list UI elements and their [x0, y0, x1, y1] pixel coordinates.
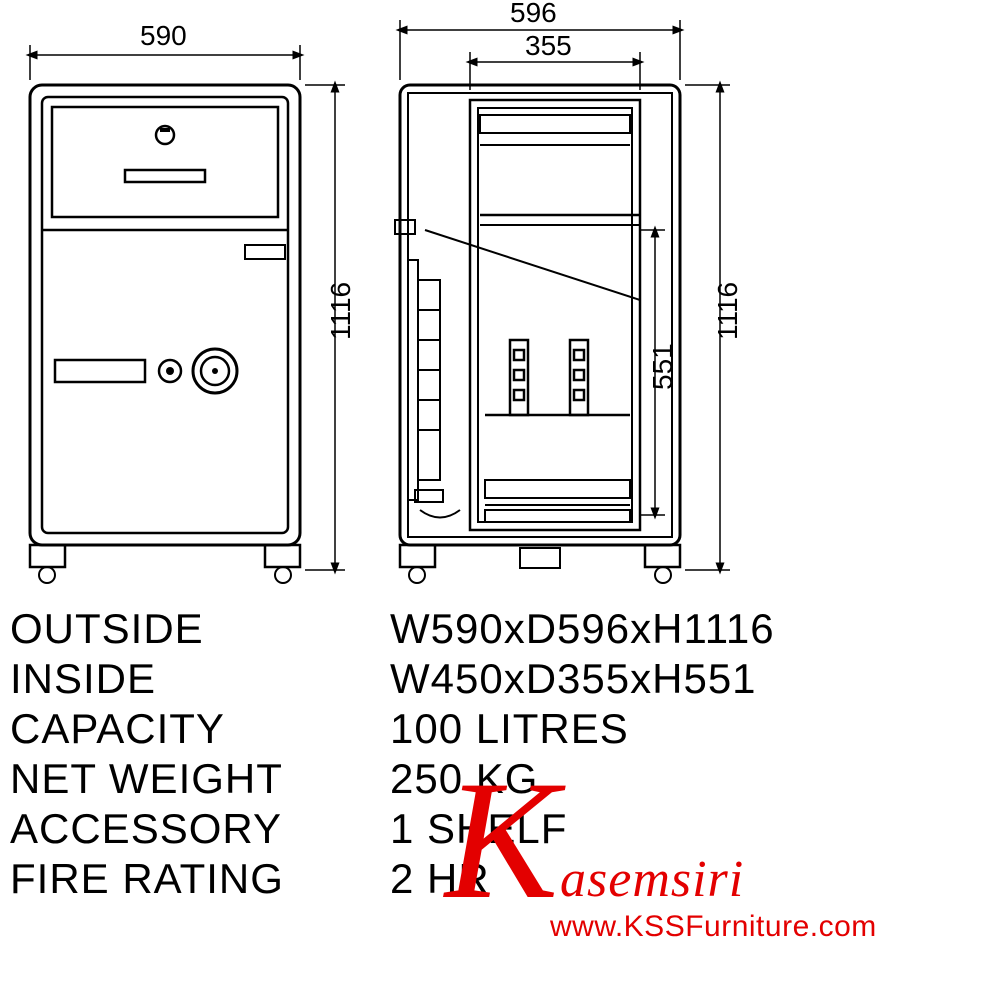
dim-side-depth: 355	[525, 30, 572, 61]
dim-side-height: 1116	[712, 282, 743, 340]
spec-label: NET WEIGHT	[10, 755, 390, 803]
spec-row: INSIDE W450xD355xH551	[10, 655, 990, 703]
spec-label: ACCESSORY	[10, 805, 390, 853]
watermark-letter: K	[445, 755, 558, 925]
side-view: 596 355	[395, 0, 743, 583]
spec-value: W450xD355xH551	[390, 655, 757, 703]
spec-value: W590xD596xH1116	[390, 605, 775, 653]
spec-label: CAPACITY	[10, 705, 390, 753]
front-view: 590 1116	[30, 20, 356, 583]
spec-label: FIRE RATING	[10, 855, 390, 903]
dim-side-inner-h: 551	[647, 343, 678, 390]
dim-front-width: 590	[140, 20, 187, 51]
spec-label: OUTSIDE	[10, 605, 390, 653]
spec-row: OUTSIDE W590xD596xH1116	[10, 605, 990, 653]
spec-label: INSIDE	[10, 655, 390, 703]
watermark-text: asemsiri	[560, 850, 744, 909]
dim-front-height: 1116	[325, 282, 356, 340]
watermark: K asemsiri www.KSSFurniture.com	[445, 785, 985, 945]
watermark-url: www.KSSFurniture.com	[550, 910, 877, 944]
technical-drawing: 590 1116	[0, 0, 1000, 600]
dim-side-width: 596	[510, 0, 557, 28]
